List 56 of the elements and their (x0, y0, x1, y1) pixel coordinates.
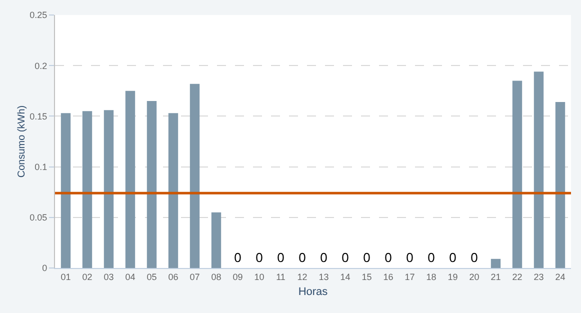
x-axis-title: Horas (298, 286, 328, 298)
data-label: 0 (384, 250, 392, 265)
x-tick-label: 21 (490, 272, 501, 282)
x-tick-label: 11 (276, 272, 286, 282)
data-label: 0 (298, 250, 306, 265)
y-tick-label: 0 (42, 263, 48, 274)
x-tick-label: 23 (534, 272, 544, 282)
bar (512, 80, 522, 268)
bar (60, 113, 71, 268)
bar (104, 110, 114, 268)
bar (490, 258, 501, 268)
bar (168, 113, 178, 268)
x-tick-label: 08 (211, 272, 222, 282)
data-label: 0 (256, 250, 263, 265)
y-tick-label: 0.05 (30, 212, 48, 223)
data-label: 0 (470, 250, 478, 265)
x-tick-label: 17 (404, 272, 415, 282)
x-tick-label: 15 (362, 272, 372, 282)
data-label: 0 (234, 250, 242, 265)
x-tick-label: 09 (232, 272, 243, 282)
bar (555, 102, 566, 268)
x-tick-label: 10 (254, 272, 264, 282)
bar (190, 84, 200, 268)
x-tick-label: 02 (82, 272, 92, 282)
x-tick-label: 22 (512, 272, 522, 282)
x-tick-label: 16 (383, 272, 394, 282)
data-label: 0 (342, 250, 349, 265)
data-label: 0 (449, 250, 456, 265)
bar (534, 72, 544, 268)
y-tick-label: 0.25 (30, 10, 48, 20)
x-tick-label: 06 (168, 272, 178, 282)
x-tick-label: 12 (297, 272, 308, 282)
y-axis-title: Consumo (kWh) (16, 105, 28, 178)
x-tick-label: 18 (426, 272, 436, 282)
bar (82, 111, 92, 268)
data-label: 0 (320, 250, 328, 265)
x-tick-label: 03 (104, 272, 114, 282)
x-tick-label: 24 (555, 272, 566, 282)
y-tick-label: 0.15 (30, 111, 48, 122)
y-tick-label: 0.1 (34, 162, 48, 172)
data-label: 0 (363, 250, 370, 265)
x-tick-label: 20 (469, 272, 480, 282)
x-tick-label: 14 (340, 272, 350, 282)
y-tick-label: 0.2 (34, 60, 48, 71)
data-label: 0 (406, 250, 414, 265)
x-tick-label: 04 (125, 272, 136, 282)
data-label: 0 (428, 250, 435, 265)
bar (125, 90, 136, 268)
x-tick-label: 07 (190, 272, 200, 282)
x-tick-label: 13 (318, 272, 329, 282)
x-tick-label: 05 (146, 272, 157, 282)
x-tick-label: 19 (448, 272, 458, 282)
bar (211, 212, 222, 268)
bar (146, 101, 157, 268)
data-label: 0 (277, 250, 284, 265)
x-tick-label: 01 (60, 272, 71, 282)
